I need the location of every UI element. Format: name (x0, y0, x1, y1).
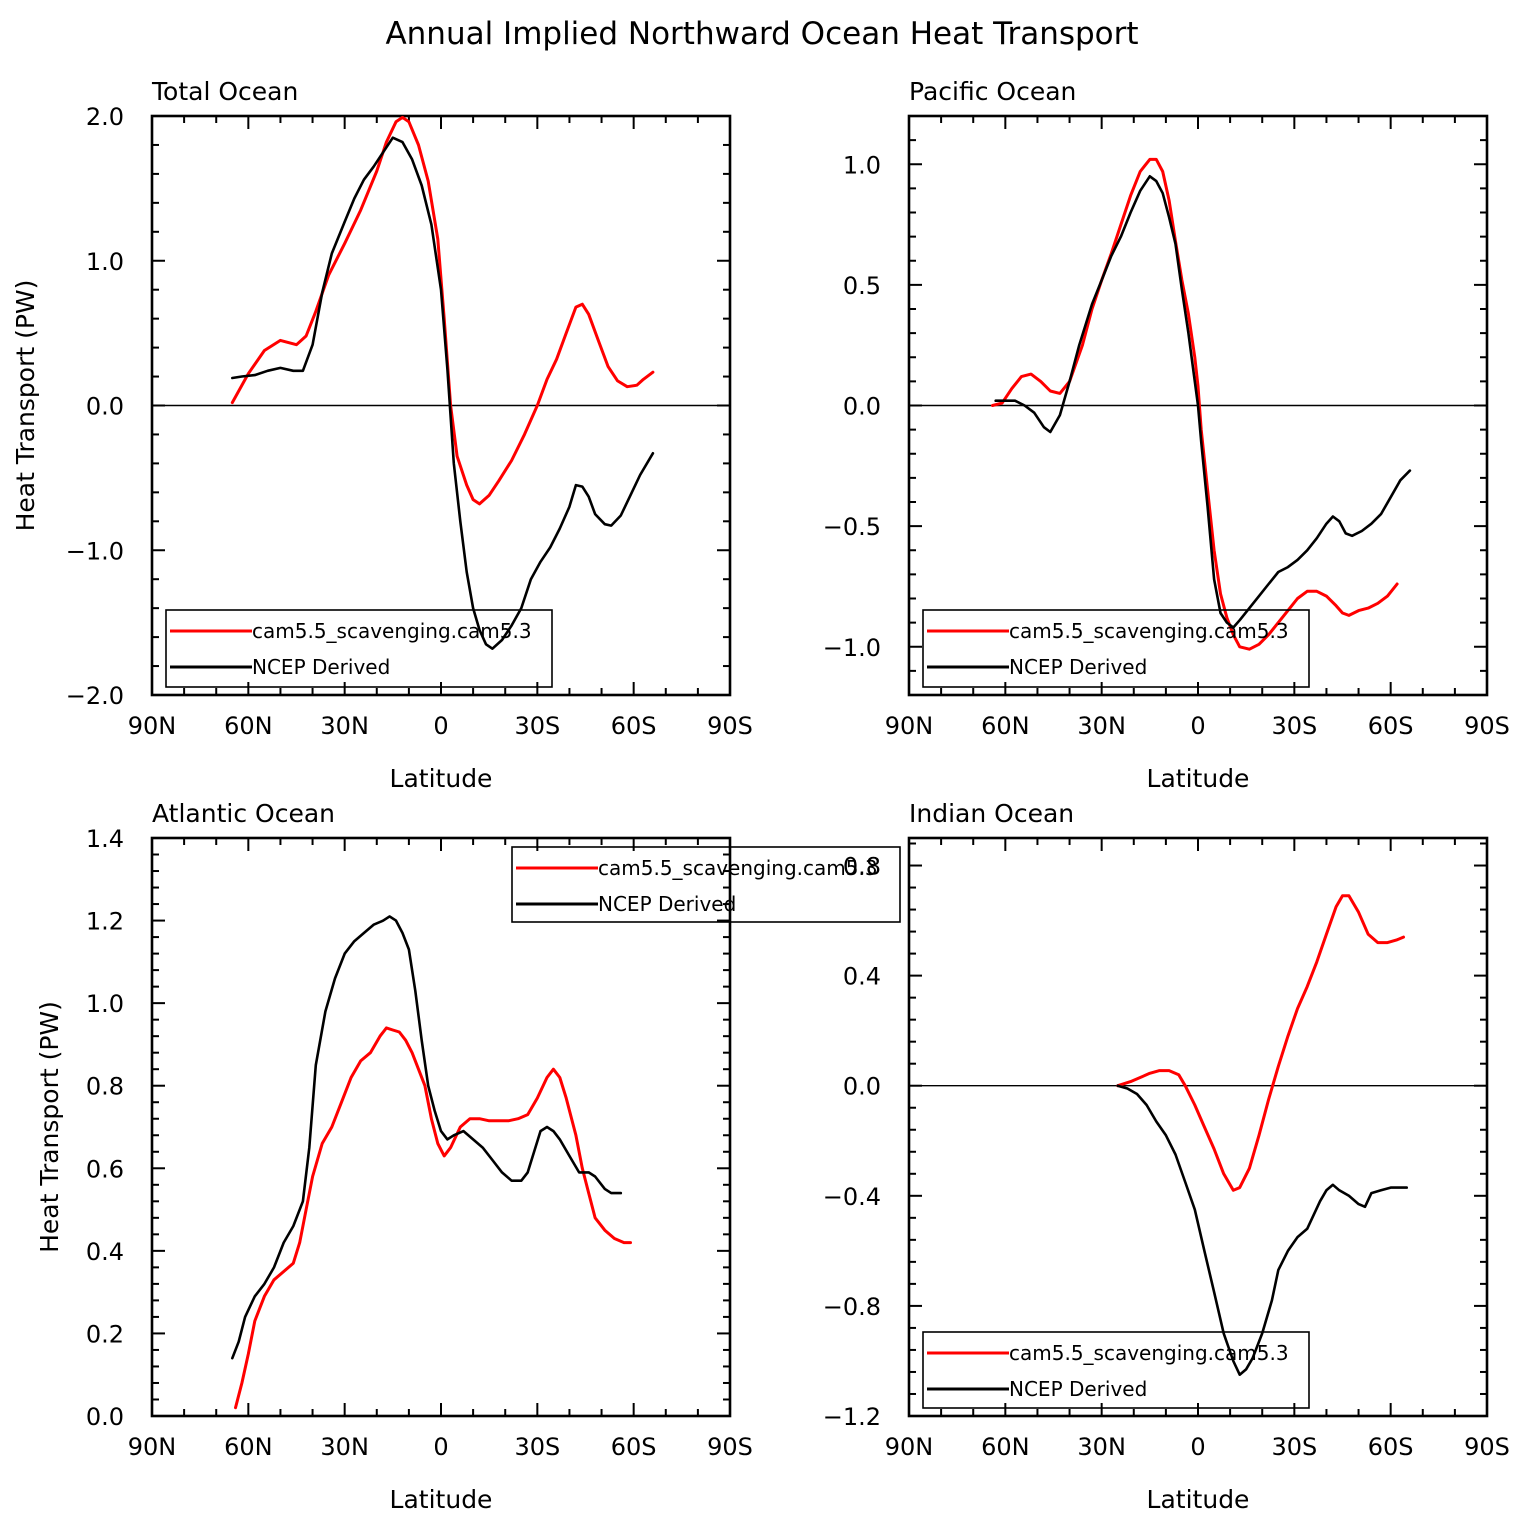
x-axis-label: Latitude (1147, 764, 1250, 793)
x-axis-label: Latitude (390, 764, 493, 793)
x-tick-label: 60S (611, 712, 657, 740)
series-line-cam5-5-scavenging-cam5-3 (230, 115, 655, 506)
x-tick-label: 30S (514, 1433, 560, 1461)
y-tick-label: 0.0 (86, 1403, 124, 1431)
y-tick-label: 0.4 (843, 963, 881, 991)
y-axis-label: Heat Transport (PW) (11, 280, 40, 532)
y-tick-label: 0.6 (86, 1155, 124, 1183)
y-tick-label: −0.5 (823, 513, 881, 541)
x-tick-label: 0 (433, 1433, 448, 1461)
x-tick-label: 90S (707, 1433, 753, 1461)
x-tick-label: 60N (224, 1433, 273, 1461)
y-tick-label: 1.0 (86, 248, 124, 276)
plot-frame (907, 836, 1489, 1418)
y-tick-label: 0.0 (843, 1073, 881, 1101)
panel-title: Indian Ocean (909, 799, 1074, 828)
y-tick-label: 1.0 (843, 151, 881, 179)
legend: cam5.5_scavenging.cam5.3 NCEP Derived (922, 609, 1310, 688)
panel-pacific-ocean: Pacific Ocean 90N 60N 30N 0 30S 60S 90S −1.0 −0.5… (823, 77, 1510, 793)
y-tick-label: 0.5 (843, 272, 881, 300)
legend-label-ncep-derived: NCEP Derived (252, 655, 390, 679)
legend: cam5.5_scavenging.cam5.3 NCEP Derived (511, 846, 901, 923)
x-tick-label: 30N (1077, 1433, 1126, 1461)
legend: cam5.5_scavenging.cam5.3 NCEP Derived (922, 1331, 1310, 1409)
x-tick-label: 30S (1271, 712, 1317, 740)
x-axis-label: Latitude (1147, 1485, 1250, 1514)
x-tick-label: 90N (128, 1433, 177, 1461)
series-line-ncep-derived (1116, 1084, 1408, 1376)
y-tick-label: 2.0 (86, 103, 124, 131)
panel-title: Atlantic Ocean (152, 799, 335, 828)
panel-indian-ocean: Indian Ocean 90N 60N 30N 0 30S 60S 90S −1.2 −0.8 −… (823, 799, 1510, 1514)
y-tick-label: −1.0 (66, 537, 124, 565)
legend-box (922, 1331, 1310, 1409)
x-tick-label: 30S (514, 712, 560, 740)
series-line-ncep-derived (231, 915, 623, 1360)
x-tick-label: 0 (1190, 712, 1205, 740)
x-tick-label: 90S (707, 712, 753, 740)
series-line-ncep-derived (231, 136, 655, 650)
series-line-ncep-derived (994, 175, 1412, 629)
x-tick-label: 90S (1464, 1433, 1510, 1461)
x-tick-label: 90N (128, 712, 177, 740)
series-line-cam5-5-scavenging-cam5-3 (991, 157, 1399, 651)
panel-atlantic-ocean: Atlantic Ocean 90N 60N 30N 0 30S 60S 90S 0.0 0.2 0… (35, 799, 901, 1514)
legend-box (511, 846, 901, 923)
y-tick-label: 0.0 (86, 393, 124, 421)
y-tick-label: −2.0 (66, 682, 124, 710)
x-tick-label: 90S (1464, 712, 1510, 740)
y-tick-label: −1.0 (823, 634, 881, 662)
y-tick-label: 0.8 (843, 853, 881, 881)
y-tick-label: −0.8 (823, 1293, 881, 1321)
series-line-cam5-5-scavenging-cam5-3 (234, 1026, 632, 1410)
legend-box (165, 609, 553, 688)
y-tick-label: 0.0 (843, 393, 881, 421)
x-tick-label: 30S (1271, 1433, 1317, 1461)
legend-label-cam5-5-scavenging-cam5-3: cam5.5_scavenging.cam5.3 (1009, 619, 1289, 643)
x-tick-label: 90N (885, 1433, 934, 1461)
y-axis-label: Heat Transport (PW) (35, 1001, 64, 1253)
x-tick-label: 30N (320, 1433, 369, 1461)
y-tick-label: 0.8 (86, 1073, 124, 1101)
legend-label-cam5-5-scavenging-cam5-3: cam5.5_scavenging.cam5.3 (252, 619, 532, 643)
x-tick-label: 60S (611, 1433, 657, 1461)
y-tick-label: 1.0 (86, 990, 124, 1018)
series-line-cam5-5-scavenging-cam5-3 (1116, 894, 1405, 1192)
x-tick-label: 90N (885, 712, 934, 740)
y-tick-label: 0.4 (86, 1238, 124, 1266)
x-tick-label: 60N (981, 712, 1030, 740)
legend-label-ncep-derived: NCEP Derived (598, 892, 736, 916)
y-tick-label: 0.2 (86, 1320, 124, 1348)
y-tick-label: −0.4 (823, 1183, 881, 1211)
y-tick-label: 1.4 (86, 825, 124, 853)
figure-title: Annual Implied Northward Ocean Heat Tran… (385, 16, 1138, 52)
legend: cam5.5_scavenging.cam5.3 NCEP Derived (165, 609, 553, 688)
legend-label-ncep-derived: NCEP Derived (1009, 655, 1147, 679)
legend-label-ncep-derived: NCEP Derived (1009, 1377, 1147, 1401)
x-tick-label: 60N (224, 712, 273, 740)
x-tick-label: 60S (1368, 1433, 1414, 1461)
x-axis-label: Latitude (390, 1485, 493, 1514)
x-tick-label: 60S (1368, 712, 1414, 740)
panel-total-ocean: Total Ocean 90N 60N 30N 0 30S 60S 90S −2.0 −1.0 0.… (11, 77, 753, 793)
panel-title: Pacific Ocean (909, 77, 1076, 106)
panel-title: Total Ocean (151, 77, 298, 106)
legend-label-cam5-5-scavenging-cam5-3: cam5.5_scavenging.cam5.3 (1009, 1341, 1289, 1365)
legend-label-cam5-5-scavenging-cam5-3: cam5.5_scavenging.cam5.3 (598, 856, 878, 880)
y-tick-label: 1.2 (86, 908, 124, 936)
x-tick-label: 30N (320, 712, 369, 740)
legend-box (922, 609, 1310, 688)
x-tick-label: 30N (1077, 712, 1126, 740)
x-tick-label: 60N (981, 1433, 1030, 1461)
y-tick-label: −1.2 (823, 1403, 881, 1431)
x-tick-label: 0 (433, 712, 448, 740)
x-tick-label: 0 (1190, 1433, 1205, 1461)
